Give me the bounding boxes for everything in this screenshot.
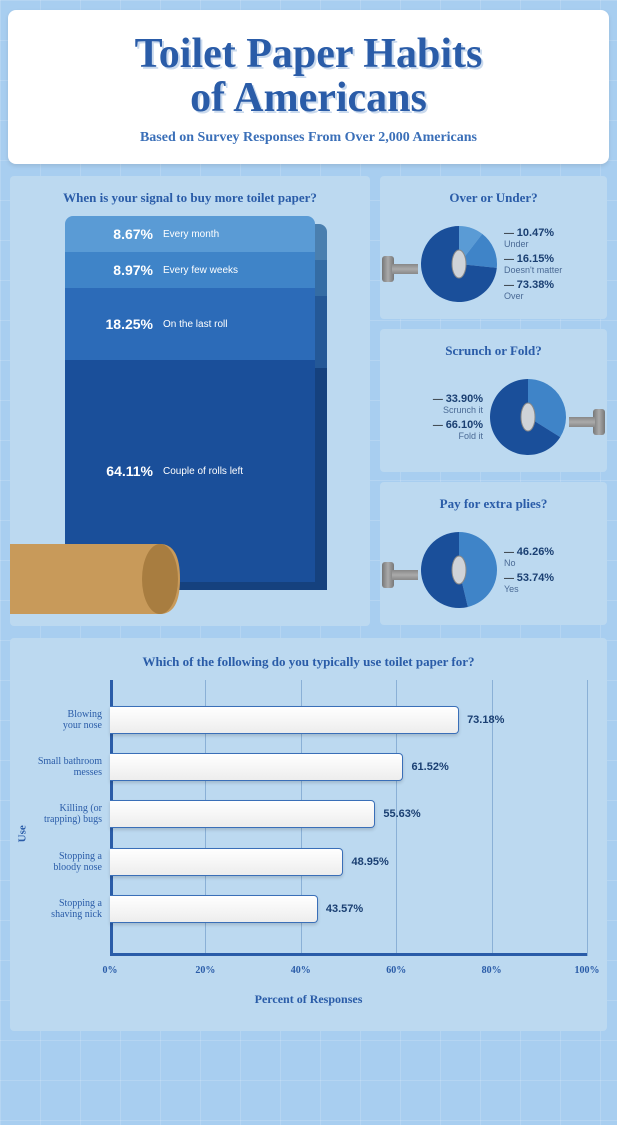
bar <box>110 706 459 734</box>
holder-bar-icon <box>392 570 418 580</box>
pie-slice-pct: 16.15% <box>517 253 554 265</box>
pie-labels: — 10.47%Under — 16.15%Doesn't matter — 73.… <box>504 224 593 305</box>
x-tick-label: 20% <box>195 965 215 976</box>
bar-label: Stopping abloody nose <box>26 851 102 873</box>
pie-label-entry: — 10.47%Under <box>504 227 593 250</box>
stack-segment: 8.67% Every month <box>65 216 315 252</box>
pie-slice-pct: 66.10% <box>446 419 483 431</box>
pie-column: Over or Under? — 10.47%Under — 16.15%Does… <box>380 176 607 626</box>
pie-slice-label: Fold it <box>458 431 483 441</box>
uses-title: Which of the following do you typically … <box>30 654 587 670</box>
segment-label: Couple of rolls left <box>163 466 243 477</box>
holder-bar-icon <box>392 264 418 274</box>
segment-pct: 8.97% <box>93 262 153 278</box>
pie-panel-2: Pay for extra plies? — 46.26%No — 53.74%Y… <box>380 482 607 625</box>
x-tick-label: 60% <box>386 965 406 976</box>
bar-label: Blowingyour nose <box>26 709 102 731</box>
bar <box>110 800 375 828</box>
pie-panel-1: Scrunch or Fold? — 33.90%Scrunch it — 66.… <box>380 329 607 472</box>
bar-label: Killing (ortrapping) bugs <box>26 803 102 825</box>
x-axis-line <box>110 953 587 956</box>
page-title: Toilet Paper Habits of Americans <box>18 32 599 120</box>
bar <box>110 848 343 876</box>
bar-value: 55.63% <box>383 808 420 820</box>
segment-pct: 8.67% <box>93 226 153 242</box>
stacked-chart: 8.67% Every month 8.97% Every few weeks 18.2… <box>65 216 315 582</box>
pie-slice-pct: 53.74% <box>517 572 554 584</box>
title-line-1: Toilet Paper Habits <box>135 31 483 77</box>
bar-row: Blowingyour nose73.18% <box>110 706 587 734</box>
spindle-icon <box>452 556 466 584</box>
pie-slice-label: Doesn't matter <box>504 265 562 275</box>
bar-value: 48.95% <box>351 856 388 868</box>
pie-slice-label: Over <box>504 291 524 301</box>
pie-label-entry: — 33.90%Scrunch it <box>394 393 483 416</box>
paper-tube-icon <box>10 544 180 614</box>
pie-wrap: — 10.47%Under — 16.15%Doesn't matter — 73.… <box>394 216 593 312</box>
bar-value: 61.52% <box>411 761 448 773</box>
pie-labels: — 46.26%No — 53.74%Yes <box>504 543 593 598</box>
pie-slice-label: Scrunch it <box>443 405 483 415</box>
x-axis-title: Percent of Responses <box>30 992 587 1007</box>
pie-slice-pct: 46.26% <box>517 546 554 558</box>
pie-slice-label: Under <box>504 239 529 249</box>
signal-title: When is your signal to buy more toilet p… <box>24 190 356 206</box>
pie-title: Scrunch or Fold? <box>394 343 593 359</box>
bar-label: Stopping ashaving nick <box>26 898 102 920</box>
bar-row: Stopping ashaving nick43.57% <box>110 895 587 923</box>
pie-chart <box>419 530 499 610</box>
segment-label: Every month <box>163 229 219 240</box>
signal-panel: When is your signal to buy more toilet p… <box>10 176 370 626</box>
segment-label: On the last roll <box>163 319 227 330</box>
pie-label-entry: — 53.74%Yes <box>504 572 593 595</box>
pie-label-entry: — 46.26%No <box>504 546 593 569</box>
pie-slice-pct: 33.90% <box>446 393 483 405</box>
pie-chart <box>488 377 568 457</box>
bar-value: 43.57% <box>326 903 363 915</box>
spindle-icon <box>521 403 535 431</box>
bar-label: Small bathroommesses <box>26 756 102 778</box>
gridline <box>587 680 588 956</box>
pie-slice-pct: 73.38% <box>517 279 554 291</box>
pie-label-entry: — 16.15%Doesn't matter <box>504 253 593 276</box>
bar-row: Small bathroommesses61.52% <box>110 753 587 781</box>
pie-slice-label: No <box>504 558 516 568</box>
bar-row: Stopping abloody nose48.95% <box>110 848 587 876</box>
x-tick-label: 100% <box>575 965 600 976</box>
bar-chart: 0%20%40%60%80%100%Blowingyour nose73.18%… <box>110 680 587 990</box>
pie-label-entry: — 66.10%Fold it <box>394 419 483 442</box>
pie-wrap: — 33.90%Scrunch it — 66.10%Fold it <box>394 369 593 465</box>
pie-slice-pct: 10.47% <box>517 227 554 239</box>
bar <box>110 895 318 923</box>
title-line-2: of Americans <box>190 75 427 121</box>
top-row: When is your signal to buy more toilet p… <box>0 176 617 626</box>
holder-bar-icon <box>569 417 595 427</box>
bar-row: Killing (ortrapping) bugs55.63% <box>110 800 587 828</box>
page-subtitle: Based on Survey Responses From Over 2,00… <box>18 130 599 146</box>
segment-pct: 64.11% <box>93 463 153 479</box>
pie-labels: — 33.90%Scrunch it — 66.10%Fold it <box>394 390 483 445</box>
y-axis-title: Use <box>17 825 29 842</box>
bar-value: 73.18% <box>467 714 504 726</box>
bar <box>110 753 403 781</box>
pie-panel-0: Over or Under? — 10.47%Under — 16.15%Does… <box>380 176 607 319</box>
pie-title: Over or Under? <box>394 190 593 206</box>
x-tick-label: 0% <box>103 965 118 976</box>
pie-label-entry: — 73.38%Over <box>504 279 593 302</box>
pie-title: Pay for extra plies? <box>394 496 593 512</box>
stack-segment: 18.25% On the last roll <box>65 288 315 360</box>
segment-pct: 18.25% <box>93 316 153 332</box>
stack-segment: 8.97% Every few weeks <box>65 252 315 288</box>
pie-slice-label: Yes <box>504 584 519 594</box>
pie-wrap: — 46.26%No — 53.74%Yes <box>394 522 593 618</box>
x-tick-label: 80% <box>482 965 502 976</box>
header: Toilet Paper Habits of Americans Based o… <box>8 10 609 164</box>
x-tick-label: 40% <box>291 965 311 976</box>
segment-label: Every few weeks <box>163 265 238 276</box>
uses-panel: Which of the following do you typically … <box>10 638 607 1031</box>
spindle-icon <box>452 250 466 278</box>
pie-chart <box>419 224 499 304</box>
